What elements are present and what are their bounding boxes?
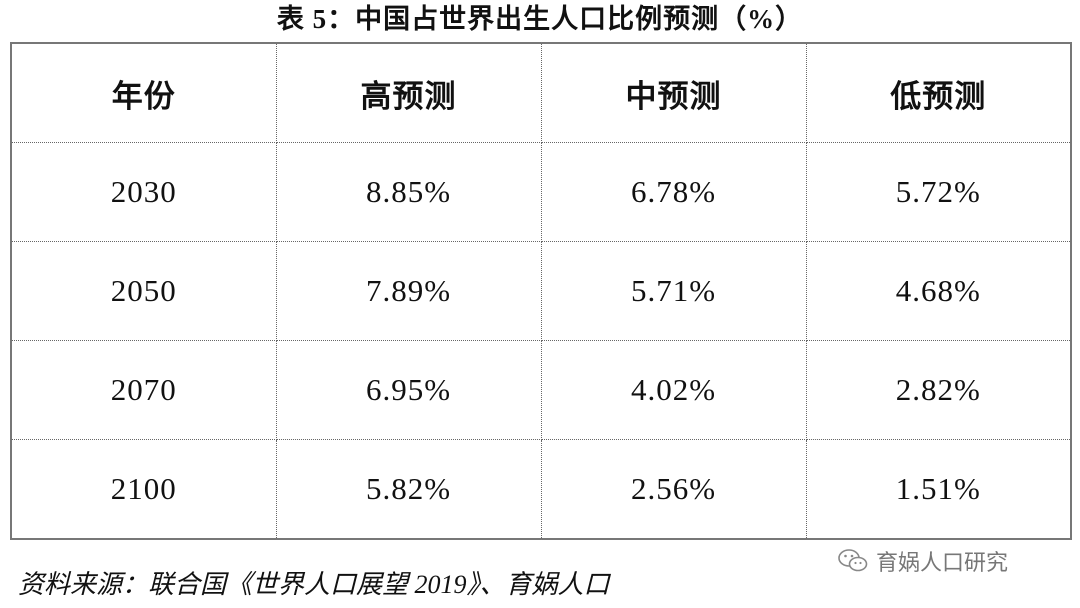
table-row: 2100 5.82% 2.56% 1.51% [10,439,1072,540]
table-row: 2070 6.95% 4.02% 2.82% [10,340,1072,440]
header-cell: 年份 [10,42,277,143]
table-body: 2030 8.85% 6.78% 5.72% 2050 7.89% 5.71% 4.68% 20… [10,142,1072,540]
header-cell: 低预测 [805,42,1072,143]
value-cell: 2.56% [540,439,807,540]
value-cell: 4.68% [805,241,1072,341]
year-cell: 2030 [10,142,277,242]
source-note: 资料来源：联合国《世界人口展望 2019》、育娲人口 [18,570,610,599]
year-cell: 2050 [10,241,277,341]
value-cell: 4.02% [540,340,807,440]
table-row: 2030 8.85% 6.78% 5.72% [10,142,1072,242]
header-row: 年份 高预测 中预测 低预测 [10,42,1072,143]
table-title: 表 5：中国占世界出生人口比例预测（%） [276,4,804,34]
header-cell: 中预测 [540,42,807,143]
header-cell: 高预测 [275,42,542,143]
data-table: 年份 高预测 中预测 低预测 2030 8.85% 6.78% 5.72% 2050 7.89%… [10,42,1072,540]
value-cell: 1.51% [805,439,1072,540]
value-cell: 5.82% [275,439,542,540]
value-cell: 5.72% [805,142,1072,242]
value-cell: 7.89% [275,241,542,341]
year-cell: 2100 [10,439,277,540]
value-cell: 8.85% [275,142,542,242]
wechat-icon [838,549,868,572]
year-cell: 2070 [10,340,277,440]
table-row: 2050 7.89% 5.71% 4.68% [10,241,1072,341]
value-cell: 5.71% [540,241,807,341]
value-cell: 6.78% [540,142,807,242]
value-cell: 6.95% [275,340,542,440]
watermark: 育娲人口研究 [838,544,1008,578]
watermark-text: 育娲人口研究 [876,551,1009,576]
value-cell: 2.82% [805,340,1072,440]
